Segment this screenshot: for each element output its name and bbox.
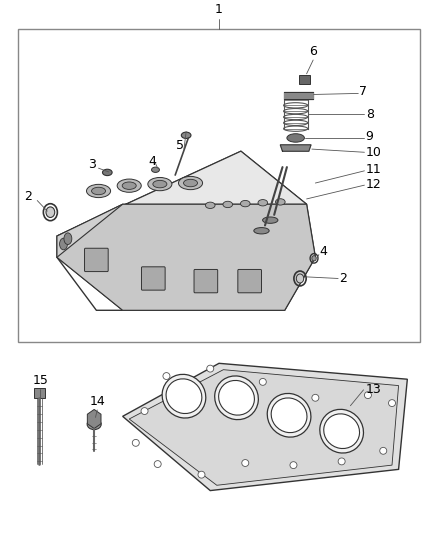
Ellipse shape xyxy=(163,373,170,379)
Text: 15: 15 xyxy=(32,374,48,387)
Text: 10: 10 xyxy=(366,146,381,159)
Ellipse shape xyxy=(259,378,266,385)
Text: 6: 6 xyxy=(309,45,317,59)
Ellipse shape xyxy=(122,182,136,189)
Ellipse shape xyxy=(389,400,396,407)
Ellipse shape xyxy=(312,256,316,261)
Text: 2: 2 xyxy=(25,190,32,203)
FancyBboxPatch shape xyxy=(85,248,108,272)
FancyBboxPatch shape xyxy=(194,270,218,293)
Ellipse shape xyxy=(86,184,110,198)
Ellipse shape xyxy=(60,238,67,250)
Ellipse shape xyxy=(271,398,307,433)
Text: 5: 5 xyxy=(176,140,184,152)
Ellipse shape xyxy=(64,233,72,245)
Ellipse shape xyxy=(324,414,360,449)
Bar xyxy=(299,75,310,84)
Ellipse shape xyxy=(184,179,198,187)
Ellipse shape xyxy=(320,409,364,453)
Ellipse shape xyxy=(162,374,206,418)
Ellipse shape xyxy=(364,392,371,399)
Ellipse shape xyxy=(148,177,172,191)
Bar xyxy=(18,29,420,342)
Text: 9: 9 xyxy=(366,130,374,143)
Ellipse shape xyxy=(46,207,55,217)
Ellipse shape xyxy=(166,379,202,414)
Text: 2: 2 xyxy=(339,272,347,285)
Ellipse shape xyxy=(312,394,319,401)
Text: 8: 8 xyxy=(366,108,374,120)
Ellipse shape xyxy=(87,419,101,430)
Ellipse shape xyxy=(338,458,345,465)
Ellipse shape xyxy=(152,167,159,172)
Ellipse shape xyxy=(296,274,304,283)
Ellipse shape xyxy=(380,447,387,454)
Ellipse shape xyxy=(240,200,250,207)
FancyBboxPatch shape xyxy=(141,267,165,290)
Text: 11: 11 xyxy=(366,163,381,176)
Ellipse shape xyxy=(219,381,254,415)
Ellipse shape xyxy=(223,201,233,208)
Ellipse shape xyxy=(215,376,258,419)
Polygon shape xyxy=(57,204,123,310)
Ellipse shape xyxy=(153,180,167,188)
Ellipse shape xyxy=(181,132,191,139)
Ellipse shape xyxy=(198,471,205,478)
Polygon shape xyxy=(280,145,311,151)
Polygon shape xyxy=(123,364,407,490)
Text: 13: 13 xyxy=(366,383,381,397)
Ellipse shape xyxy=(254,228,269,234)
Ellipse shape xyxy=(290,462,297,469)
Ellipse shape xyxy=(141,408,148,415)
Ellipse shape xyxy=(267,393,311,437)
Ellipse shape xyxy=(102,169,112,175)
Ellipse shape xyxy=(132,439,139,446)
Bar xyxy=(34,388,45,398)
Text: 7: 7 xyxy=(359,85,367,98)
Ellipse shape xyxy=(242,459,249,466)
Text: 14: 14 xyxy=(89,395,105,408)
Text: 3: 3 xyxy=(88,158,96,171)
Ellipse shape xyxy=(92,187,106,195)
Ellipse shape xyxy=(154,461,161,467)
Text: 1: 1 xyxy=(215,3,223,16)
Text: 4: 4 xyxy=(320,246,328,259)
Ellipse shape xyxy=(258,199,268,206)
Polygon shape xyxy=(57,151,307,236)
Ellipse shape xyxy=(205,202,215,208)
Ellipse shape xyxy=(207,365,214,372)
Ellipse shape xyxy=(117,179,141,192)
Ellipse shape xyxy=(287,134,304,142)
Polygon shape xyxy=(129,370,399,485)
Ellipse shape xyxy=(179,176,202,190)
Text: 12: 12 xyxy=(366,177,381,191)
Polygon shape xyxy=(57,204,315,310)
Ellipse shape xyxy=(262,217,278,223)
FancyBboxPatch shape xyxy=(238,270,261,293)
Text: 4: 4 xyxy=(148,155,156,168)
Ellipse shape xyxy=(276,199,285,205)
